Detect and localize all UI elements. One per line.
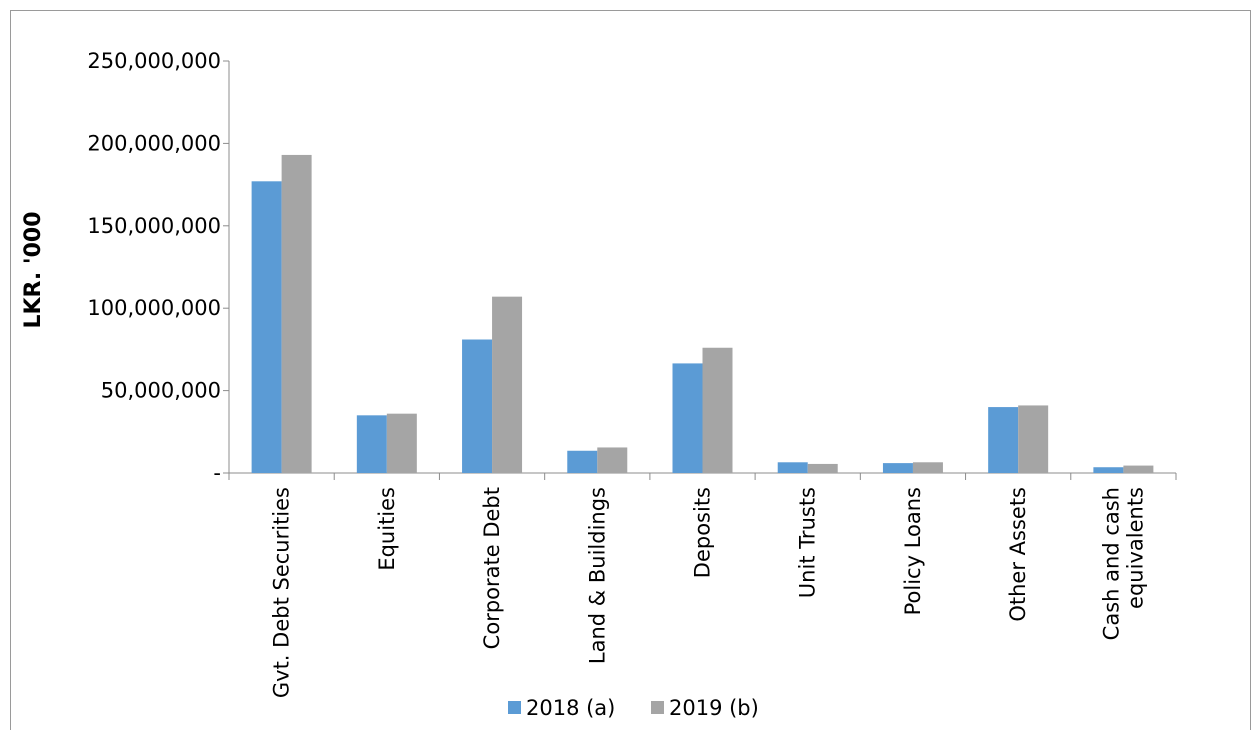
y-tick-label: 150,000,000 (87, 214, 221, 238)
bar-2018 (672, 363, 703, 473)
bar-2018 (1093, 467, 1124, 473)
y-axis-title: LKR. '000 (21, 211, 46, 328)
bar-2019 (386, 413, 417, 473)
legend-swatch (651, 701, 664, 714)
bar-2019 (1123, 465, 1154, 473)
y-tick-label: 200,000,000 (87, 131, 221, 155)
bar-2019 (492, 296, 523, 473)
legend-label: 2019 (b) (669, 696, 759, 720)
category-label-line: Land & Buildings (585, 487, 609, 664)
category-label-line: Other Assets (1006, 487, 1030, 622)
legend: 2018 (a) 2019 (b) (508, 696, 759, 720)
bar-2018 (462, 339, 493, 473)
chart-frame (10, 10, 1251, 730)
category-label-line: Equities (375, 487, 399, 571)
bar-2019 (912, 462, 943, 473)
y-tick-label: 250,000,000 (87, 49, 221, 73)
y-tick-label: 100,000,000 (87, 296, 221, 320)
category-label-line: equivalents (1123, 487, 1147, 609)
bar-2019 (702, 347, 733, 473)
bar-2019 (597, 447, 628, 473)
x-axis-labels: Gvt. Debt Securities Equities Corporate De… (270, 487, 1148, 698)
bars (251, 154, 1154, 473)
category-label: Unit Trusts (796, 487, 820, 598)
category-label: Equities (375, 487, 399, 571)
category-label: Land & Buildings (585, 487, 609, 664)
bar-2018 (356, 415, 387, 473)
category-label: Cash and cash equivalents (1099, 487, 1147, 640)
bar-2018 (777, 462, 808, 473)
category-label: Gvt. Debt Securities (270, 487, 294, 698)
bar-2019 (281, 154, 312, 473)
category-label-line: Gvt. Debt Securities (270, 487, 294, 698)
category-label: Other Assets (1006, 487, 1030, 622)
bar-2018 (882, 463, 913, 473)
category-label-line: Corporate Debt (480, 487, 504, 649)
bar-2018 (567, 450, 598, 473)
legend-swatch (508, 701, 521, 714)
y-tick-label: - (213, 461, 221, 485)
bar-2018 (251, 181, 282, 473)
y-tick-label: 50,000,000 (101, 379, 221, 403)
legend-label: 2018 (a) (526, 696, 615, 720)
bar-2018 (988, 407, 1019, 473)
bar-2019 (807, 463, 838, 473)
category-label: Corporate Debt (480, 487, 504, 649)
category-label-line: Cash and cash (1099, 487, 1123, 640)
bar-2019 (1018, 405, 1049, 473)
category-label-line: Unit Trusts (796, 487, 820, 598)
category-label-line: Policy Loans (901, 487, 925, 615)
y-axis-ticks: - 50,000,000 100,000,000 150,000,000 200,000… (87, 49, 229, 485)
category-label: Deposits (691, 487, 715, 578)
category-label: Policy Loans (901, 487, 925, 615)
category-label-line: Deposits (691, 487, 715, 578)
